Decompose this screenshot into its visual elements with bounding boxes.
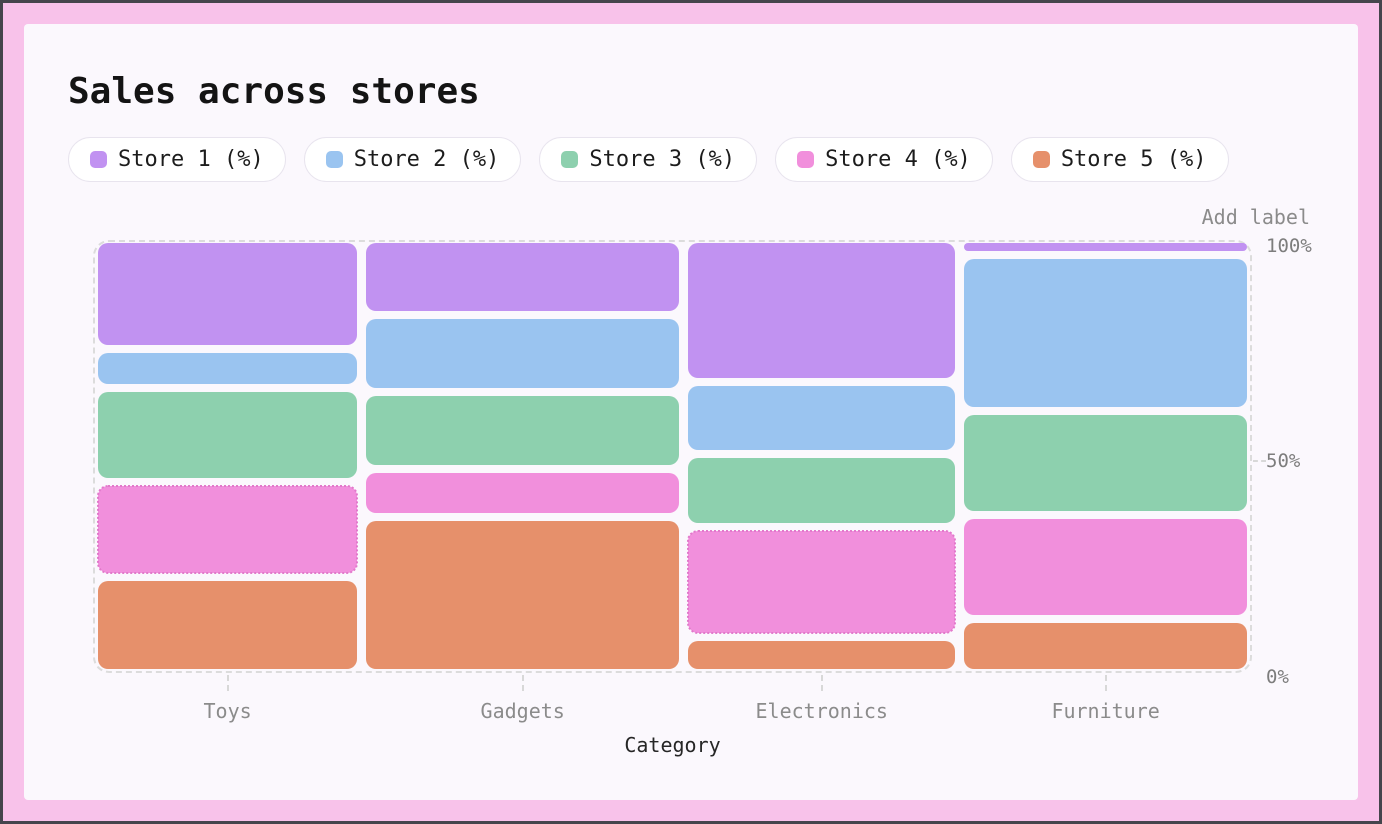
segment-gadgets-store-5[interactable] [366,520,680,669]
plot-area [93,240,1252,673]
x-label-gadgets: Gadgets [480,699,565,723]
x-label-toys: Toys [203,699,252,723]
legend-label: Store 5 (%) [1060,147,1207,172]
x-axis: Toys Gadgets Electronics Furniture [93,675,1252,723]
segment-electronics-store-2[interactable] [688,386,956,451]
bar-column-electronics [687,242,957,671]
chart-panel: Sales across stores Store 1 (%) Store 2 (… [24,24,1358,800]
segment-toys-store-3[interactable] [98,391,358,479]
y-tick-label-0: 0% [1266,666,1289,688]
segment-toys-store-4[interactable] [96,485,359,574]
legend: Store 1 (%) Store 2 (%) Store 3 (%) Store 4… [68,137,1229,182]
segment-gadgets-store-4[interactable] [366,473,680,513]
chart-title: Sales across stores [68,71,480,112]
x-axis-cell-toys: Toys [98,675,357,723]
legend-swatch-5 [1032,151,1050,168]
legend-swatch-2 [325,151,343,168]
x-axis-cell-electronics: Electronics [688,675,955,723]
legend-label: Store 2 (%) [353,147,500,172]
segment-furniture-store-5[interactable] [964,623,1247,669]
legend-swatch-1 [90,151,107,168]
segment-gadgets-store-1[interactable] [366,243,680,311]
x-label-electronics: Electronics [755,699,888,723]
segment-electronics-store-5[interactable] [688,641,956,669]
segment-toys-store-5[interactable] [98,580,358,669]
x-tick-electronics [820,675,823,691]
legend-label: Store 4 (%) [825,147,971,172]
legend-swatch-3 [561,151,579,168]
bar-column-gadgets [366,242,680,671]
x-tick-gadgets [521,675,524,691]
legend-item-store-3[interactable]: Store 3 (%) [539,137,758,182]
segment-furniture-store-4[interactable] [964,518,1247,615]
legend-label: Store 3 (%) [589,147,736,172]
legend-item-store-5[interactable]: Store 5 (%) [1010,137,1229,182]
add-label-button[interactable]: Add label [1201,205,1310,229]
x-tick-furniture [1104,675,1107,691]
y-tick-label-50: 50% [1266,450,1301,472]
bar-column-furniture [964,242,1247,671]
bar-column-toys [96,242,359,671]
x-axis-cell-furniture: Furniture [964,675,1247,723]
legend-label: Store 1 (%) [118,147,264,172]
segment-furniture-store-3[interactable] [964,415,1247,511]
x-axis-cell-gadgets: Gadgets [366,675,679,723]
segment-electronics-store-3[interactable] [688,458,956,523]
segment-gadgets-store-2[interactable] [366,318,680,389]
y-tick-mark-50 [1253,460,1266,462]
x-tick-toys [226,675,229,691]
legend-swatch-4 [797,151,815,168]
segment-electronics-store-4[interactable] [687,529,957,635]
y-tick-label-100: 100% [1266,235,1312,257]
legend-item-store-2[interactable]: Store 2 (%) [303,137,522,182]
x-axis-title: Category [624,733,721,757]
segment-furniture-store-1[interactable] [964,243,1247,251]
legend-item-store-4[interactable]: Store 4 (%) [775,137,993,182]
segment-furniture-store-2[interactable] [964,258,1247,407]
segment-toys-store-2[interactable] [98,353,358,384]
segment-electronics-store-1[interactable] [688,243,956,379]
segment-gadgets-store-3[interactable] [366,396,680,466]
segment-toys-store-1[interactable] [98,243,358,346]
legend-item-store-1[interactable]: Store 1 (%) [68,137,286,182]
bars-container [95,242,1250,671]
x-label-furniture: Furniture [1051,699,1160,723]
